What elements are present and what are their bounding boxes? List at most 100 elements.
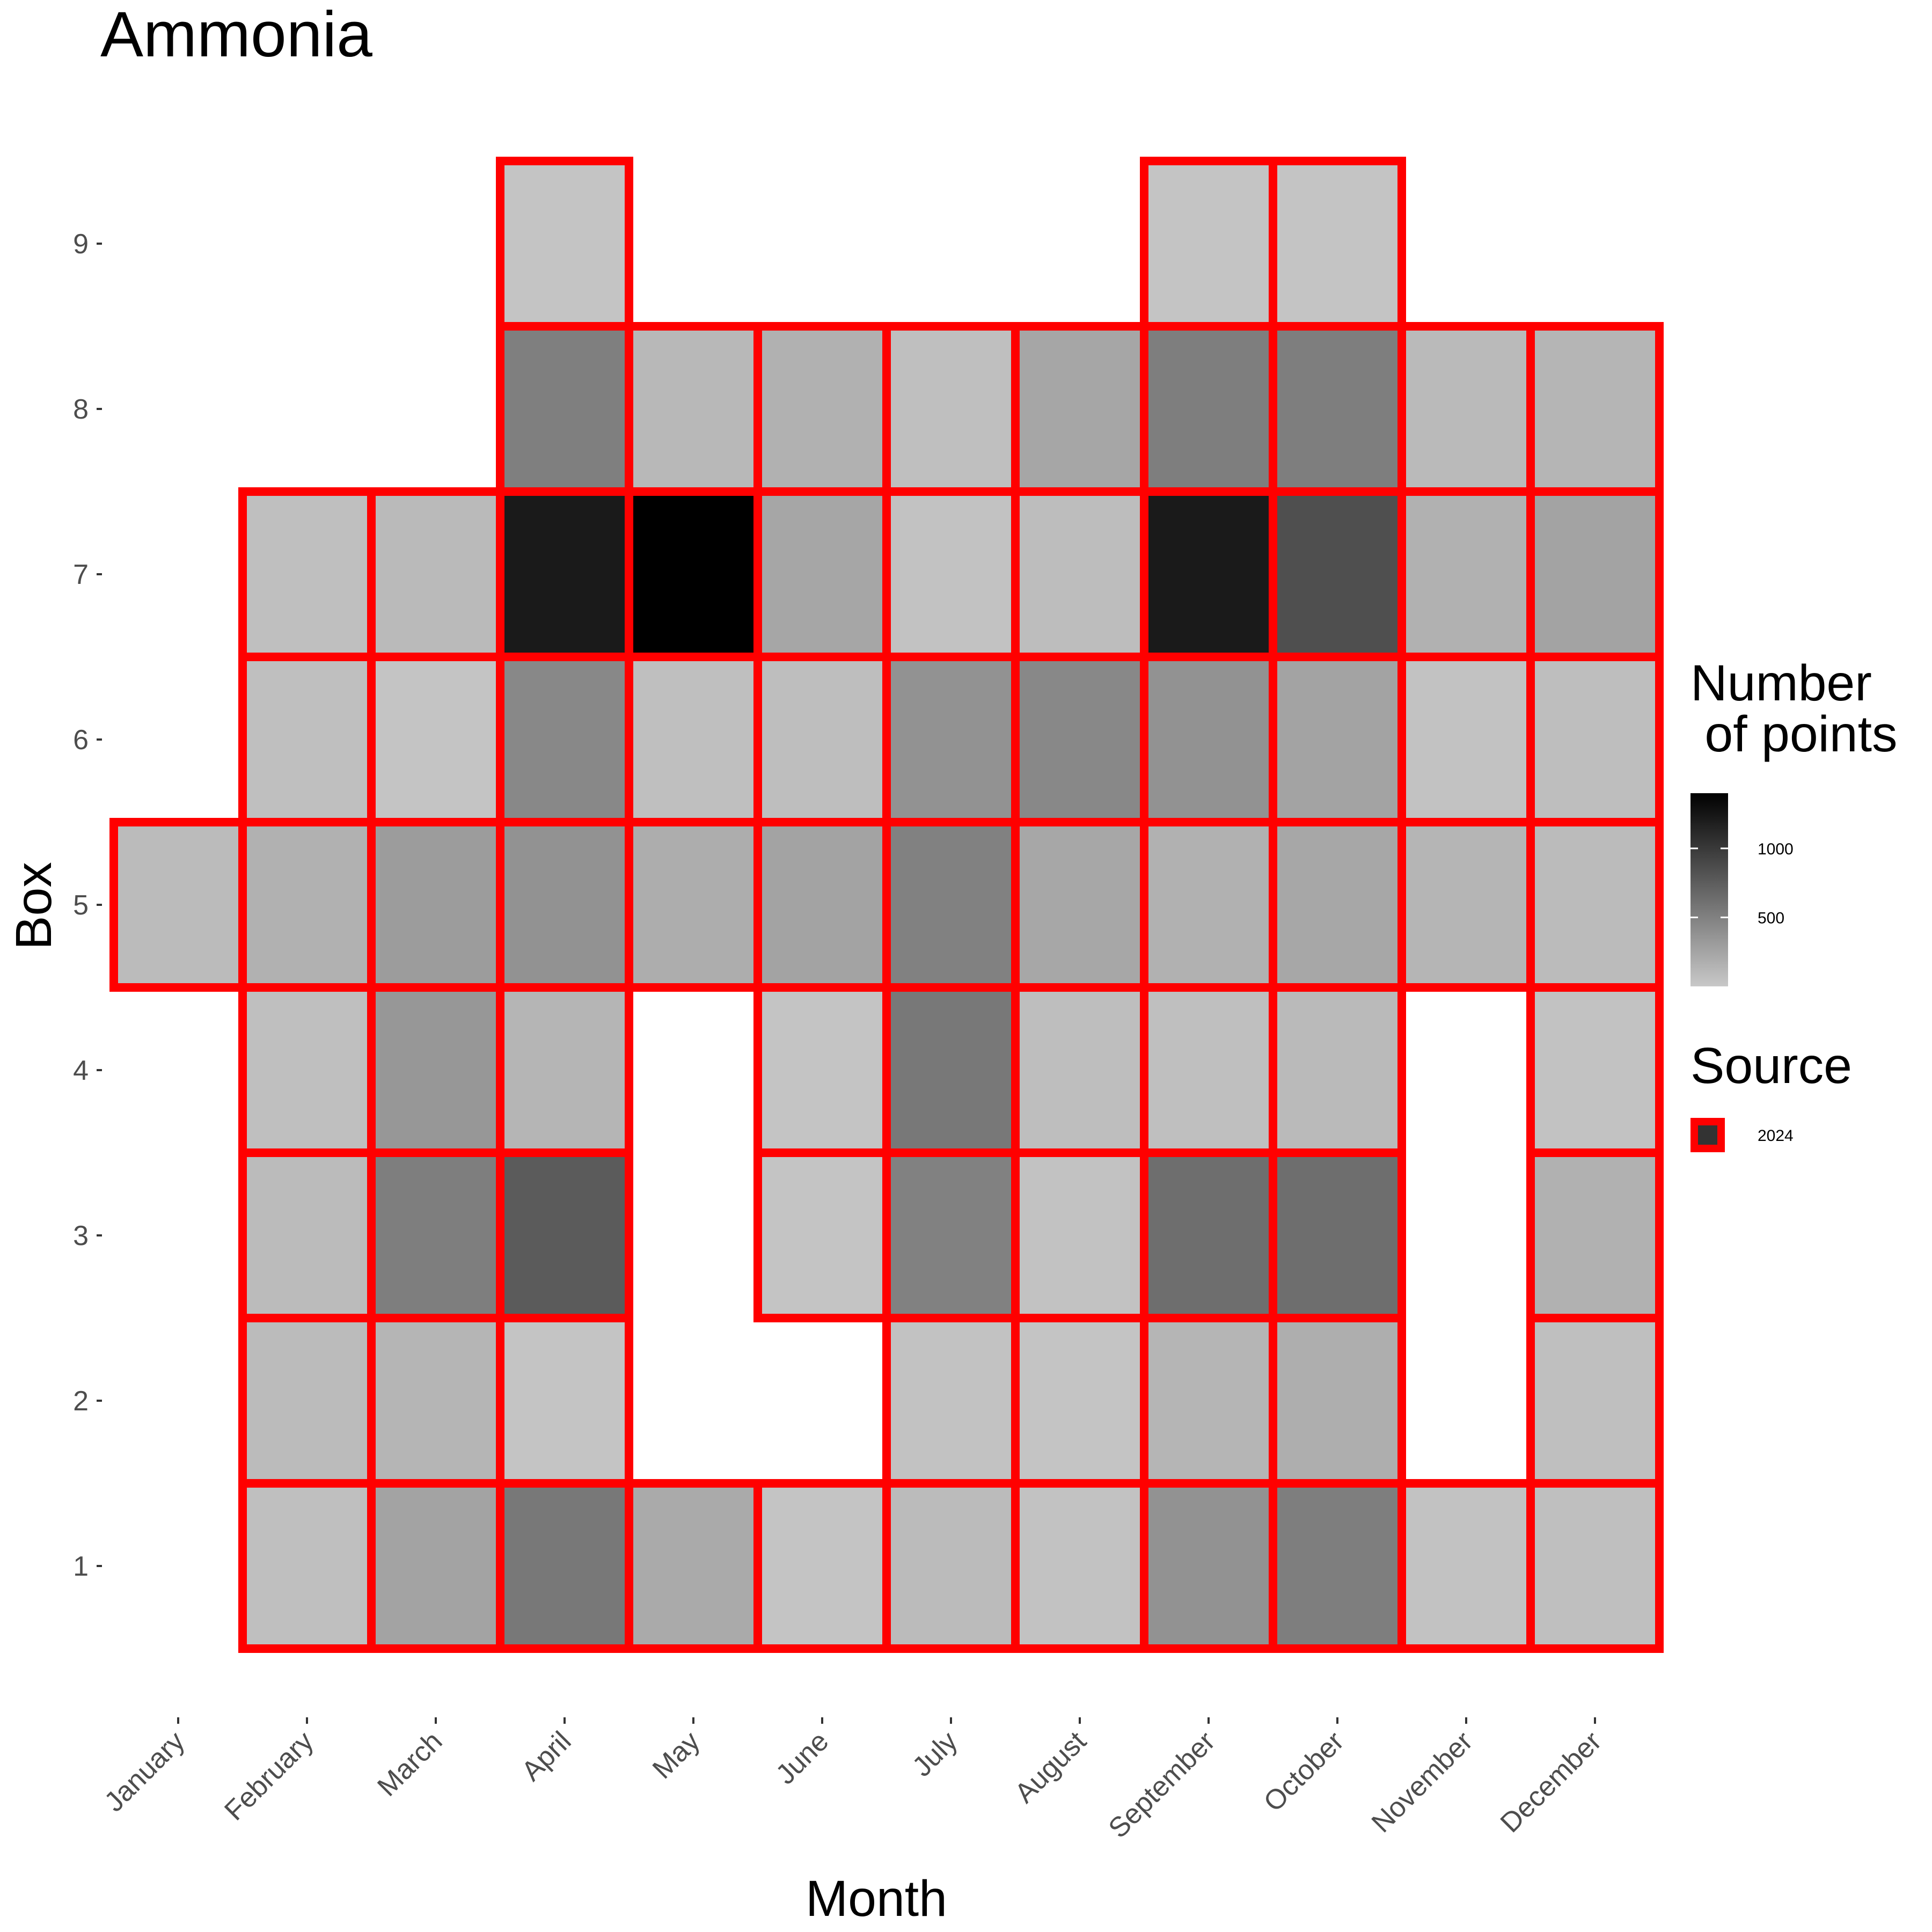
y-axis: 1 2 3 4 5 6 7 8 9 (73, 229, 102, 1582)
heatmap-cell-october-box-7 (1269, 487, 1406, 661)
heatmap-cell-april-box-4 (496, 983, 633, 1157)
heatmap-cell-february-box-1 (238, 1479, 376, 1653)
x-tick-label: April (516, 1725, 577, 1787)
x-tick-label: December (1495, 1725, 1608, 1839)
x-tick-label: September (1103, 1725, 1221, 1844)
heatmap-cell-march-box-5 (367, 818, 504, 992)
y-tick-label: 8 (73, 394, 89, 425)
heatmap-cell-july-box-8 (882, 322, 1020, 496)
heatmap-cell-december-box-6 (1526, 653, 1664, 826)
heatmap-cell-november-box-5 (1397, 818, 1535, 992)
y-tick-label: 1 (73, 1551, 89, 1582)
heatmap-cell-july-box-2 (882, 1314, 1020, 1488)
heatmap-cell-march-box-3 (367, 1148, 504, 1322)
x-tick-label: August (1009, 1725, 1093, 1809)
heatmap-cell-july-box-3 (882, 1148, 1020, 1322)
heatmap-cell-october-box-6 (1269, 653, 1406, 826)
legend-tick-label: 500 (1758, 909, 1784, 927)
x-tick-label: February (218, 1725, 319, 1826)
heatmap-cell-april-box-1 (496, 1479, 633, 1653)
heatmap-cell-august-box-3 (1011, 1148, 1148, 1322)
heatmap-cell-may-box-5 (625, 818, 762, 992)
heatmap-cell-october-box-9 (1269, 157, 1406, 331)
heatmap-cell-december-box-4 (1526, 983, 1664, 1157)
x-axis-title: Month (806, 1870, 947, 1927)
heatmap-cell-july-box-7 (882, 487, 1020, 661)
heatmap-cell-september-box-3 (1140, 1148, 1277, 1322)
heatmap-cell-april-box-6 (496, 653, 633, 826)
y-tick-label: 2 (73, 1386, 89, 1417)
heatmap-cell-january-box-5 (109, 818, 247, 992)
heatmap-cell-july-box-4 (882, 983, 1020, 1157)
x-tick-label: November (1366, 1725, 1479, 1839)
heatmap-cell-june-box-4 (753, 983, 891, 1157)
heatmap-cell-november-box-1 (1397, 1479, 1535, 1653)
x-tick-label: January (99, 1725, 191, 1818)
heatmap-cell-july-box-6 (882, 653, 1020, 826)
heatmap-cell-november-box-8 (1397, 322, 1535, 496)
heatmap-cell-october-box-3 (1269, 1148, 1406, 1322)
heatmap-cell-june-box-6 (753, 653, 891, 826)
x-tick-label: October (1258, 1725, 1350, 1818)
heatmap-cell-april-box-5 (496, 818, 633, 992)
heatmap-cell-november-box-7 (1397, 487, 1535, 661)
heatmap-cell-february-box-4 (238, 983, 376, 1157)
heatmap-cell-february-box-5 (238, 818, 376, 992)
fill-legend-colorbar (1690, 793, 1728, 986)
heatmap-cell-may-box-7 (625, 487, 762, 661)
heatmap-cell-october-box-8 (1269, 322, 1406, 496)
heatmap-cell-april-box-2 (496, 1314, 633, 1488)
x-tick-label: June (770, 1725, 835, 1790)
heatmap-cell-march-box-6 (367, 653, 504, 826)
heatmap-cell-march-box-7 (367, 487, 504, 661)
heatmap-cell-june-box-8 (753, 322, 891, 496)
heatmap-cell-december-box-8 (1526, 322, 1664, 496)
heatmap-cell-august-box-5 (1011, 818, 1148, 992)
heatmap-cell-august-box-1 (1011, 1479, 1148, 1653)
heatmap-cell-november-box-6 (1397, 653, 1535, 826)
heatmap-cell-december-box-1 (1526, 1479, 1664, 1653)
y-tick-label: 7 (73, 559, 89, 590)
heatmap-cell-october-box-5 (1269, 818, 1406, 992)
heatmap-cell-june-box-1 (753, 1479, 891, 1653)
heatmap-cell-september-box-8 (1140, 322, 1277, 496)
heatmap-cell-october-box-1 (1269, 1479, 1406, 1653)
source-legend: Source 2024 (1690, 1037, 1852, 1152)
heatmap-cell-december-box-7 (1526, 487, 1664, 661)
heatmap-cell-april-box-7 (496, 487, 633, 661)
heatmap-cell-april-box-9 (496, 157, 633, 331)
x-tick-label: May (647, 1725, 706, 1784)
heatmap-cell-september-box-1 (1140, 1479, 1277, 1653)
source-legend-title: Source (1690, 1037, 1852, 1094)
fill-legend-title: Number of points (1690, 655, 1898, 763)
heatmap-cell-september-box-2 (1140, 1314, 1277, 1488)
heatmap-cell-october-box-2 (1269, 1314, 1406, 1488)
y-tick-label: 9 (73, 229, 89, 260)
heatmap-cell-july-box-5 (882, 818, 1020, 992)
x-tick-label: July (906, 1725, 963, 1782)
heatmap-cell-december-box-2 (1526, 1314, 1664, 1488)
chart-title: Ammonia (100, 0, 372, 70)
heatmap-cell-august-box-7 (1011, 487, 1148, 661)
heatmap-cell-august-box-2 (1011, 1314, 1148, 1488)
heatmap-cell-september-box-7 (1140, 487, 1277, 661)
heatmap-cell-october-box-4 (1269, 983, 1406, 1157)
y-tick-label: 4 (73, 1055, 89, 1086)
heatmap-cell-june-box-7 (753, 487, 891, 661)
fill-legend: Number of points 500 1000 (1690, 655, 1898, 986)
heatmap-cell-august-box-6 (1011, 653, 1148, 826)
heatmap-cell-december-box-5 (1526, 818, 1664, 992)
heatmap-cell-may-box-6 (625, 653, 762, 826)
heatmap-cell-august-box-4 (1011, 983, 1148, 1157)
x-axis: January February March April May June July Augu… (99, 1717, 1608, 1844)
heatmap-cell-september-box-4 (1140, 983, 1277, 1157)
heatmap-cell-september-box-9 (1140, 157, 1277, 331)
heatmap-cell-august-box-8 (1011, 322, 1148, 496)
heatmap-cell-april-box-8 (496, 322, 633, 496)
heatmap-cell-february-box-3 (238, 1148, 376, 1322)
heatmap-cell-july-box-1 (882, 1479, 1020, 1653)
y-tick-label: 3 (73, 1220, 89, 1252)
heatmap-cell-april-box-3 (496, 1148, 633, 1322)
y-axis-title: Box (5, 862, 62, 950)
